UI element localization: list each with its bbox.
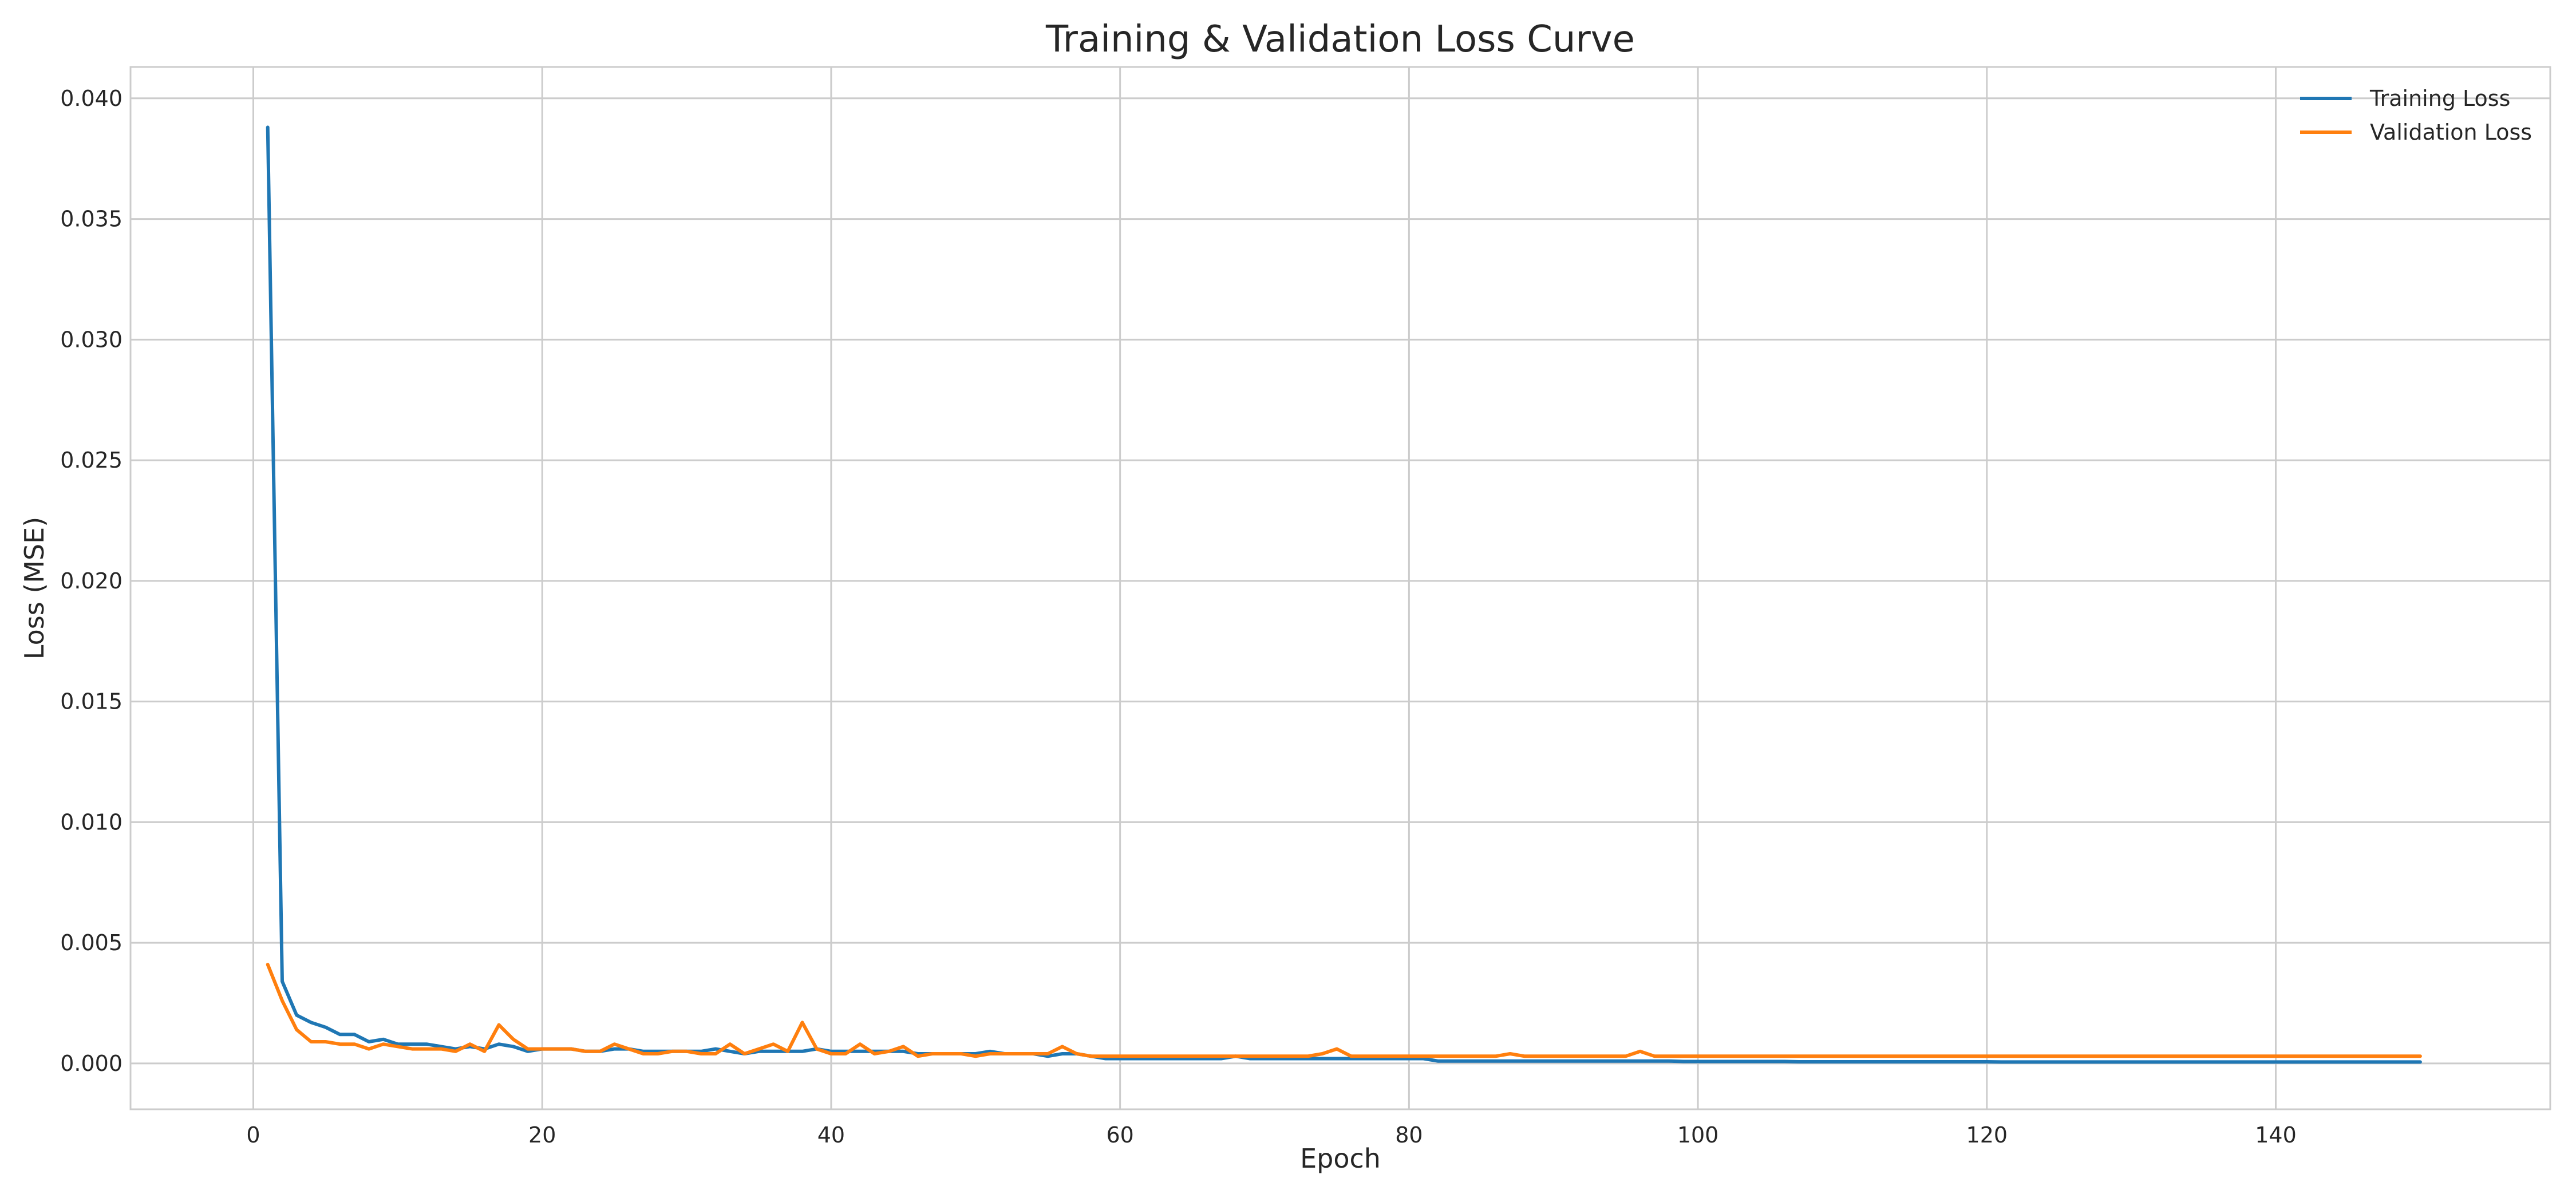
y-tick-label: 0.005: [60, 930, 123, 955]
y-tick-label: 0.015: [60, 689, 123, 714]
x-tick-label: 0: [246, 1122, 260, 1148]
x-axis-ticks: 0 20 40 60 80 100 120 140: [246, 1122, 2296, 1148]
y-tick-label: 0.000: [60, 1051, 123, 1076]
legend: Training Loss Validation Loss: [2300, 86, 2532, 145]
legend-label-validation: Validation Loss: [2370, 120, 2532, 145]
plot-frame: [129, 66, 2551, 1110]
x-axis-title: Epoch: [1300, 1143, 1381, 1174]
grid-layer: [131, 67, 2550, 1109]
x-tick-label: 80: [1395, 1122, 1423, 1148]
legend-label-training: Training Loss: [2369, 86, 2510, 111]
y-tick-label: 0.035: [60, 207, 123, 232]
validation-loss-line: [266, 963, 2422, 1058]
y-tick-label: 0.030: [60, 327, 123, 352]
chart-title: Training & Validation Loss Curve: [1045, 18, 1635, 61]
x-tick-label: 60: [1106, 1122, 1133, 1148]
y-tick-label: 0.040: [60, 86, 123, 111]
y-axis-title: Loss (MSE): [19, 517, 50, 659]
series-layer: [266, 125, 2422, 1064]
x-tick-label: 20: [528, 1122, 556, 1148]
training-loss-line: [266, 125, 2422, 1064]
x-tick-label: 140: [2255, 1122, 2297, 1148]
x-tick-label: 40: [817, 1122, 845, 1148]
y-axis-ticks: 0.000 0.005 0.010 0.015 0.020 0.025 0.030 0.035…: [60, 86, 123, 1076]
y-tick-label: 0.020: [60, 568, 123, 594]
x-tick-label: 120: [1966, 1122, 2008, 1148]
y-tick-label: 0.025: [60, 448, 123, 473]
x-tick-label: 100: [1677, 1122, 1719, 1148]
y-tick-label: 0.010: [60, 809, 123, 835]
